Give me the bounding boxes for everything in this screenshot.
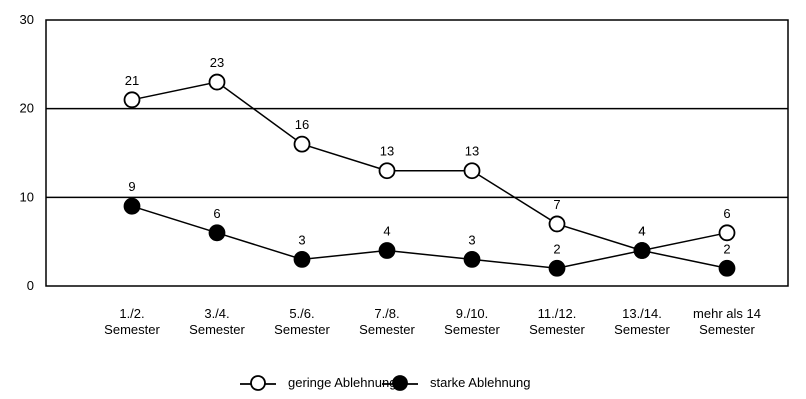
x-tick-label-line: 3./4. — [204, 306, 229, 321]
plot-area — [45, 19, 789, 287]
data-label: 6 — [213, 206, 220, 221]
data-point — [463, 162, 481, 180]
gridlines — [46, 107, 788, 199]
series-line — [131, 81, 728, 252]
x-tick-label-line: 11./12. — [538, 306, 577, 321]
data-point — [548, 259, 566, 277]
y-tick-label: 20 — [20, 101, 34, 116]
x-tick-label: 11./12. Semester — [529, 306, 585, 337]
y-axis: 0 10 20 30 — [20, 12, 34, 293]
data-label: 6 — [723, 206, 730, 221]
y-tick-label: 10 — [20, 189, 34, 204]
x-tick-label-line: 7./8. — [374, 306, 399, 321]
data-label: 4 — [638, 224, 645, 239]
data-label: 2 — [723, 241, 730, 256]
data-point — [293, 250, 311, 268]
x-tick-label: 3./4. Semester — [189, 306, 245, 337]
x-tick-label-line: Semester — [189, 322, 245, 337]
data-label: 2 — [553, 241, 560, 256]
x-tick-label: 1./2. Semester — [104, 306, 160, 337]
x-tick-label-line: Semester — [274, 322, 330, 337]
data-point — [293, 135, 311, 153]
data-point — [123, 197, 141, 215]
x-tick-label-line: Semester — [104, 322, 160, 337]
legend-label: geringe Ablehnung — [288, 375, 396, 390]
x-tick-label: 13./14. Semester — [614, 306, 670, 337]
x-tick-label-line: 9./10. — [456, 306, 489, 321]
legend: geringe Ablehnung starke Ablehnung — [240, 375, 530, 391]
data-point — [378, 162, 396, 180]
data-point — [208, 73, 226, 91]
data-label: 4 — [383, 224, 390, 239]
y-tick-label: 0 — [27, 278, 34, 293]
legend-marker — [392, 375, 408, 391]
data-label: 3 — [468, 232, 475, 247]
data-point — [548, 215, 566, 233]
data-label: 13 — [380, 144, 394, 159]
legend-marker — [250, 375, 266, 391]
series-line — [131, 205, 728, 270]
data-label: 7 — [553, 197, 560, 212]
x-tick-label: mehr als 14 Semester — [693, 306, 761, 337]
legend-label: starke Ablehnung — [430, 375, 530, 390]
x-tick-label-line: Semester — [529, 322, 585, 337]
data-label: 13 — [465, 144, 479, 159]
x-tick-label-line: Semester — [614, 322, 670, 337]
data-label: 4 — [638, 224, 645, 239]
x-tick-label: 5./6. Semester — [274, 306, 330, 337]
data-point — [208, 224, 226, 242]
data-label: 16 — [295, 117, 309, 132]
x-tick-label-line: 5./6. — [289, 306, 314, 321]
data-label: 23 — [210, 55, 224, 70]
data-point — [123, 91, 141, 109]
x-tick-label-line: Semester — [359, 322, 415, 337]
x-tick-label-line: Semester — [699, 322, 755, 337]
data-label: 21 — [125, 73, 139, 88]
x-tick-label-line: mehr als 14 — [693, 306, 761, 321]
data-label: 9 — [128, 179, 135, 194]
y-tick-label: 30 — [20, 12, 34, 27]
x-tick-label: 9./10. Semester — [444, 306, 500, 337]
data-label: 3 — [298, 232, 305, 247]
data-point — [718, 224, 736, 242]
x-tick-label-line: Semester — [444, 322, 500, 337]
x-tick-label-line: 1./2. — [119, 306, 144, 321]
data-point — [718, 259, 736, 277]
data-point — [633, 242, 651, 259]
data-point — [378, 242, 396, 259]
x-tick-label: 7./8. Semester — [359, 306, 415, 337]
x-tick-label-line: 13./14. — [622, 306, 662, 321]
data-point — [463, 250, 481, 268]
